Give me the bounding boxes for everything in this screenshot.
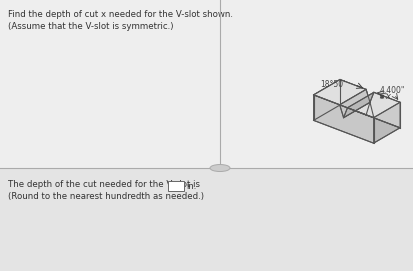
Polygon shape [313,79,339,120]
Text: x: x [384,92,389,101]
Text: 4.400": 4.400" [378,86,404,95]
Text: (Round to the nearest hundredth as needed.): (Round to the nearest hundredth as neede… [8,192,204,201]
Text: 18°50': 18°50' [319,80,344,89]
Polygon shape [369,92,373,118]
Text: Find the depth of cut x needed for the V-slot shown.: Find the depth of cut x needed for the V… [8,10,233,19]
Ellipse shape [209,164,230,172]
Polygon shape [347,92,399,118]
Polygon shape [339,79,365,115]
Text: (Assume that the V-slot is symmetric.): (Assume that the V-slot is symmetric.) [8,22,173,31]
Text: The depth of the cut needed for the V-slot is: The depth of the cut needed for the V-sl… [8,180,199,189]
Polygon shape [339,89,369,118]
Polygon shape [313,79,365,105]
Text: in.: in. [185,182,196,191]
Bar [0,0,413,168]
Polygon shape [373,92,399,128]
Polygon shape [365,89,369,117]
Polygon shape [373,102,399,143]
Bar [0,168,413,271]
Polygon shape [313,95,373,143]
Polygon shape [343,92,373,118]
Bar [168,181,183,191]
